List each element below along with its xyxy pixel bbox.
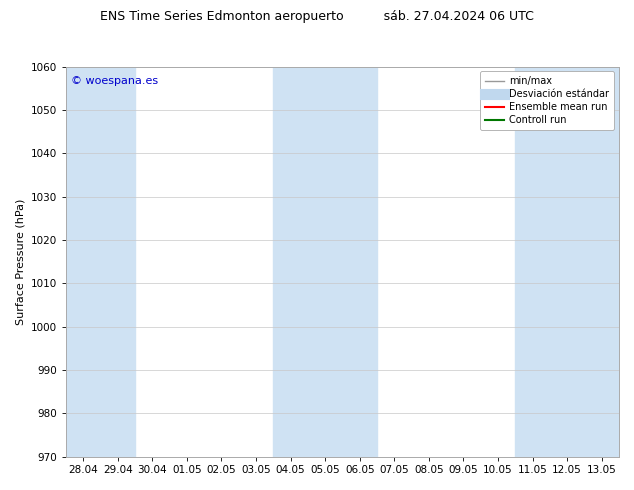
Text: © woespana.es: © woespana.es <box>72 76 158 86</box>
Bar <box>515 67 619 457</box>
Legend: min/max, Desviación estándar, Ensemble mean run, Controll run: min/max, Desviación estándar, Ensemble m… <box>480 72 614 130</box>
Y-axis label: Surface Pressure (hPa): Surface Pressure (hPa) <box>15 198 25 325</box>
Text: ENS Time Series Edmonton aeropuerto          sáb. 27.04.2024 06 UTC: ENS Time Series Edmonton aeropuerto sáb.… <box>100 10 534 23</box>
Bar <box>273 67 377 457</box>
Bar <box>66 67 135 457</box>
